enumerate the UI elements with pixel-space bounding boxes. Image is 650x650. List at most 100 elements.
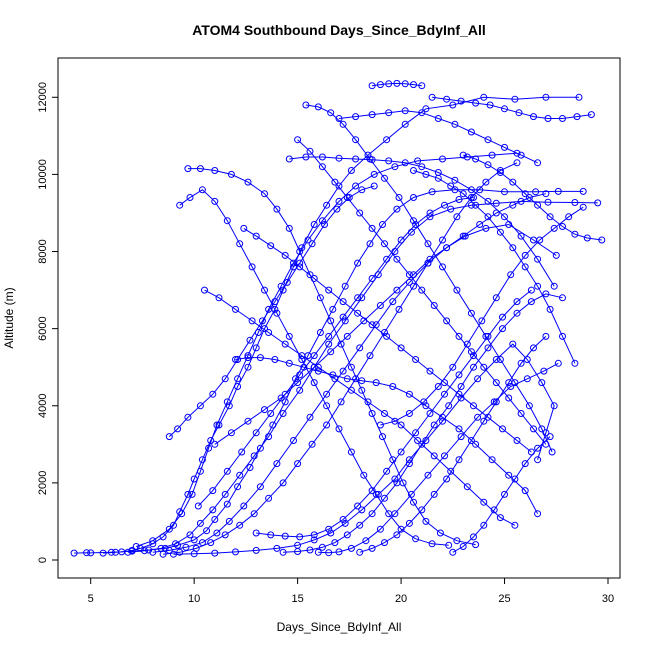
data-point <box>405 278 413 286</box>
data-point <box>457 383 465 390</box>
x-tick-label: 5 <box>88 593 94 605</box>
data-point <box>252 344 260 352</box>
data-point <box>99 549 107 557</box>
data-point <box>492 356 500 363</box>
data-point <box>306 546 314 554</box>
data-point <box>372 379 380 387</box>
data-point <box>455 371 463 379</box>
data-point <box>410 167 417 174</box>
data-point <box>281 251 289 259</box>
data-point <box>211 549 219 557</box>
data-point <box>329 305 337 313</box>
data-point <box>273 544 281 552</box>
data-point <box>397 236 405 244</box>
data-point <box>339 516 347 523</box>
data-point <box>198 186 206 194</box>
data-point <box>198 456 206 464</box>
data-point <box>511 475 519 483</box>
data-point <box>538 425 546 433</box>
data-point <box>467 309 475 317</box>
data-point <box>265 329 273 336</box>
data-point <box>188 490 196 498</box>
data-point <box>414 437 422 444</box>
data-point <box>314 548 322 556</box>
data-point <box>525 402 533 410</box>
data-point <box>492 199 500 207</box>
data-series <box>184 165 480 549</box>
data-point <box>149 537 157 545</box>
x-tick-label: 20 <box>395 593 407 605</box>
data-point <box>439 263 446 271</box>
data-point <box>484 197 492 205</box>
data-point <box>318 217 326 225</box>
data-point <box>265 494 273 502</box>
series-line <box>372 82 422 87</box>
data-point <box>550 402 558 410</box>
data-point <box>192 544 200 552</box>
data-point <box>492 398 500 406</box>
data-series <box>132 149 521 550</box>
data-point <box>383 255 391 263</box>
data-point <box>294 136 302 144</box>
data-point <box>132 543 140 550</box>
data-point <box>393 205 401 213</box>
data-point <box>186 194 194 201</box>
data-point <box>215 421 223 429</box>
data-point <box>501 105 508 113</box>
data-point <box>354 294 362 302</box>
data-point <box>542 190 550 198</box>
data-point <box>405 390 413 398</box>
data-point <box>170 521 177 529</box>
data-point <box>362 537 370 545</box>
data-point <box>149 548 157 556</box>
data-point <box>209 487 217 495</box>
data-series <box>149 221 560 556</box>
data-point <box>318 153 326 161</box>
data-point <box>343 194 351 201</box>
data-point <box>310 379 318 387</box>
data-point <box>316 294 324 302</box>
data-point <box>488 151 496 159</box>
data-point <box>476 186 484 194</box>
data-point <box>358 386 366 394</box>
data-series <box>428 93 595 122</box>
data-point <box>182 543 190 551</box>
y-tick-label: 4000 <box>37 394 49 418</box>
data-point <box>513 437 521 444</box>
data-series <box>376 203 587 429</box>
data-point <box>265 433 273 441</box>
data-point <box>302 153 310 161</box>
data-point <box>194 502 202 510</box>
data-point <box>447 205 455 213</box>
data-point <box>306 413 314 421</box>
data-point <box>343 375 351 383</box>
data-series <box>165 182 378 441</box>
data-point <box>499 425 506 433</box>
data-point <box>267 242 275 250</box>
data-point <box>306 271 314 279</box>
y-tick-label: 0 <box>37 557 49 563</box>
data-point <box>201 286 208 294</box>
data-point <box>422 170 430 178</box>
data-point <box>418 506 426 514</box>
data-point <box>410 498 417 506</box>
data-point <box>236 240 244 248</box>
data-point <box>318 163 326 171</box>
data-point <box>443 317 451 325</box>
data-point <box>225 517 233 525</box>
data-point <box>323 421 331 429</box>
data-point <box>430 302 438 309</box>
data-point <box>517 151 525 159</box>
data-series <box>335 107 542 167</box>
data-point <box>439 155 446 163</box>
data-point <box>308 240 316 248</box>
data-point <box>453 286 461 294</box>
data-point <box>244 178 252 186</box>
data-point <box>546 305 554 313</box>
data-point <box>496 514 504 522</box>
data-point <box>248 317 256 325</box>
data-point <box>418 440 426 448</box>
data-point <box>480 363 488 371</box>
data-point <box>364 151 372 159</box>
data-point <box>513 309 521 317</box>
